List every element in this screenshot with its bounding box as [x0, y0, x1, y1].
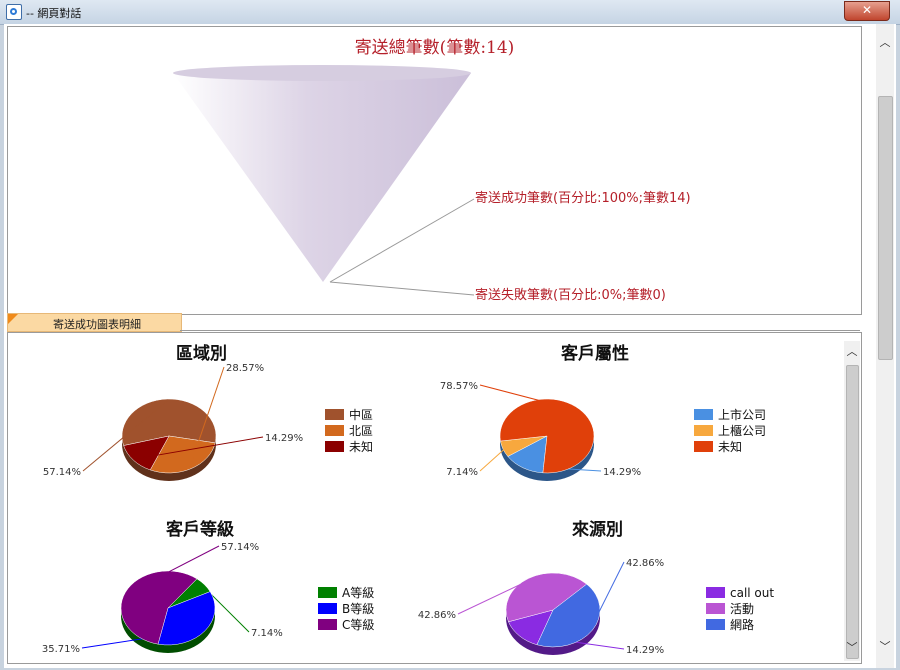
pie-leader-3-2: [590, 561, 625, 630]
funnel-leader-fail: [329, 281, 475, 296]
pie-data-label-0-0: 57.14%: [43, 467, 81, 478]
pie-leader-0-1: [189, 366, 225, 468]
legend-label-2-0: A等級: [342, 586, 374, 600]
pie-data-label-3-1: 42.86%: [418, 610, 456, 621]
legend-label-0-1: 北區: [349, 424, 373, 438]
pie-data-label-3-0: 14.29%: [626, 645, 664, 656]
pie-leader-1-1: [479, 448, 506, 472]
legend-swatch-3-1: [706, 603, 725, 614]
pie-data-label-0-2: 14.29%: [265, 433, 303, 444]
inner-scroll-down-icon[interactable]: ﹀: [846, 641, 858, 654]
inner-scroll-up-icon[interactable]: ︿: [846, 345, 858, 358]
pie-data-label-2-2: 57.14%: [221, 542, 259, 553]
tab-label: 寄送成功圖表明細: [53, 318, 141, 331]
dialog-content: ︿ ﹀ 寄送總筆數(筆數:14) 寄送成功筆數(百分比:100%;筆數14) 寄…: [4, 24, 896, 668]
tab-success-detail[interactable]: 寄送成功圖表明細: [7, 313, 182, 332]
pie-leader-0-0: [82, 400, 168, 472]
legend-label-2-2: C等級: [342, 618, 374, 632]
scroll-up-icon[interactable]: ︿: [879, 36, 891, 49]
pie-slice-0-2: [123, 435, 170, 471]
legend-swatch-0-2: [325, 441, 344, 452]
pie-slice-0-1: [149, 435, 216, 474]
chart-title-attribute: 客戶屬性: [561, 344, 629, 364]
funnel-leader-success: [329, 198, 475, 283]
legend-swatch-1-1: [694, 425, 713, 436]
pie-leader-1-2: [479, 384, 578, 412]
pie-data-label-2-0: 7.14%: [251, 628, 283, 639]
legend-label-0-2: 未知: [349, 440, 373, 454]
inner-scrollbar[interactable]: ︿: [844, 341, 860, 661]
pie-slice-0-0: [121, 398, 217, 446]
funnel-title: 寄送總筆數(筆數:14): [354, 38, 515, 58]
legend-swatch-2-0: [318, 587, 337, 598]
legend-swatch-3-2: [706, 619, 725, 630]
legend-label-2-1: B等級: [342, 602, 374, 616]
tab-corner-icon: [8, 314, 18, 324]
chart-title-source: 來源別: [572, 520, 623, 540]
legend-swatch-2-2: [318, 619, 337, 630]
pie-slice-3-2: [536, 583, 601, 648]
window-title: -- 網頁對話: [26, 7, 82, 20]
ie-icon: [6, 4, 22, 20]
legend-swatch-1-0: [694, 409, 713, 420]
legend-swatch-2-1: [318, 603, 337, 614]
tab-divider: [180, 330, 860, 331]
pie-leader-0-2: [135, 436, 264, 460]
pie-slice-1-2: [499, 398, 595, 474]
legend-swatch-0-1: [325, 425, 344, 436]
legend-label-1-2: 未知: [718, 440, 742, 454]
close-icon: ✕: [861, 3, 873, 17]
close-button[interactable]: ✕: [844, 1, 890, 21]
funnel-panel: 寄送總筆數(筆數:14) 寄送成功筆數(百分比:100%;筆數14) 寄送失敗筆…: [7, 26, 862, 315]
legend-swatch-1-2: [694, 441, 713, 452]
chart-title-grade: 客戶等級: [166, 520, 234, 540]
chart-title-region: 區域別: [176, 344, 227, 364]
inner-scroll-thumb[interactable]: [846, 365, 859, 659]
funnel-top: [173, 65, 471, 81]
legend-label-1-1: 上櫃公司: [718, 424, 766, 438]
detail-panel: ︿ ﹀ 區域別 客戶屬性 客戶等級 來源別 57.14% 28.57% 14.29%…: [7, 332, 862, 664]
legend-swatch-0-0: [325, 409, 344, 420]
funnel-chart: 寄送成功筆數(百分比:100%;筆數14) 寄送失敗筆數(百分比:0%;筆數0): [173, 65, 691, 303]
pie-slice-2-1: [157, 591, 216, 646]
funnel-label-fail: 寄送失敗筆數(百分比:0%;筆數0): [475, 287, 666, 303]
pie-leader-3-1: [457, 579, 530, 615]
outer-scroll-thumb[interactable]: [878, 96, 893, 360]
funnel-cone: [173, 73, 471, 282]
legend-swatch-3-0: [706, 587, 725, 598]
pie-slice-3-1: [505, 572, 588, 623]
legend-label-3-1: 活動: [730, 602, 754, 616]
pie-data-label-1-0: 14.29%: [603, 467, 641, 478]
pie-data-label-1-2: 78.57%: [440, 381, 478, 392]
funnel-label-success: 寄送成功筆數(百分比:100%;筆數14): [475, 190, 691, 206]
legend-label-3-2: 網路: [730, 617, 754, 632]
pie-slice-2-2: [120, 570, 198, 645]
pie-data-label-2-1: 35.71%: [42, 644, 80, 655]
pie-data-label-3-2: 42.86%: [626, 558, 664, 569]
pie-data-label-0-1: 28.57%: [226, 363, 264, 374]
pie-data-label-1-1: 7.14%: [446, 467, 478, 478]
title-bar: -- 網頁對話 ✕: [0, 0, 900, 25]
outer-scrollbar[interactable]: ︿ ﹀: [876, 24, 894, 668]
legend-label-0-0: 中區: [349, 407, 373, 422]
legend-label-3-0: call out: [730, 586, 774, 600]
legend-label-1-0: 上市公司: [718, 407, 766, 422]
scroll-down-icon[interactable]: ﹀: [879, 640, 891, 653]
pie-leader-2-2: [127, 545, 220, 594]
